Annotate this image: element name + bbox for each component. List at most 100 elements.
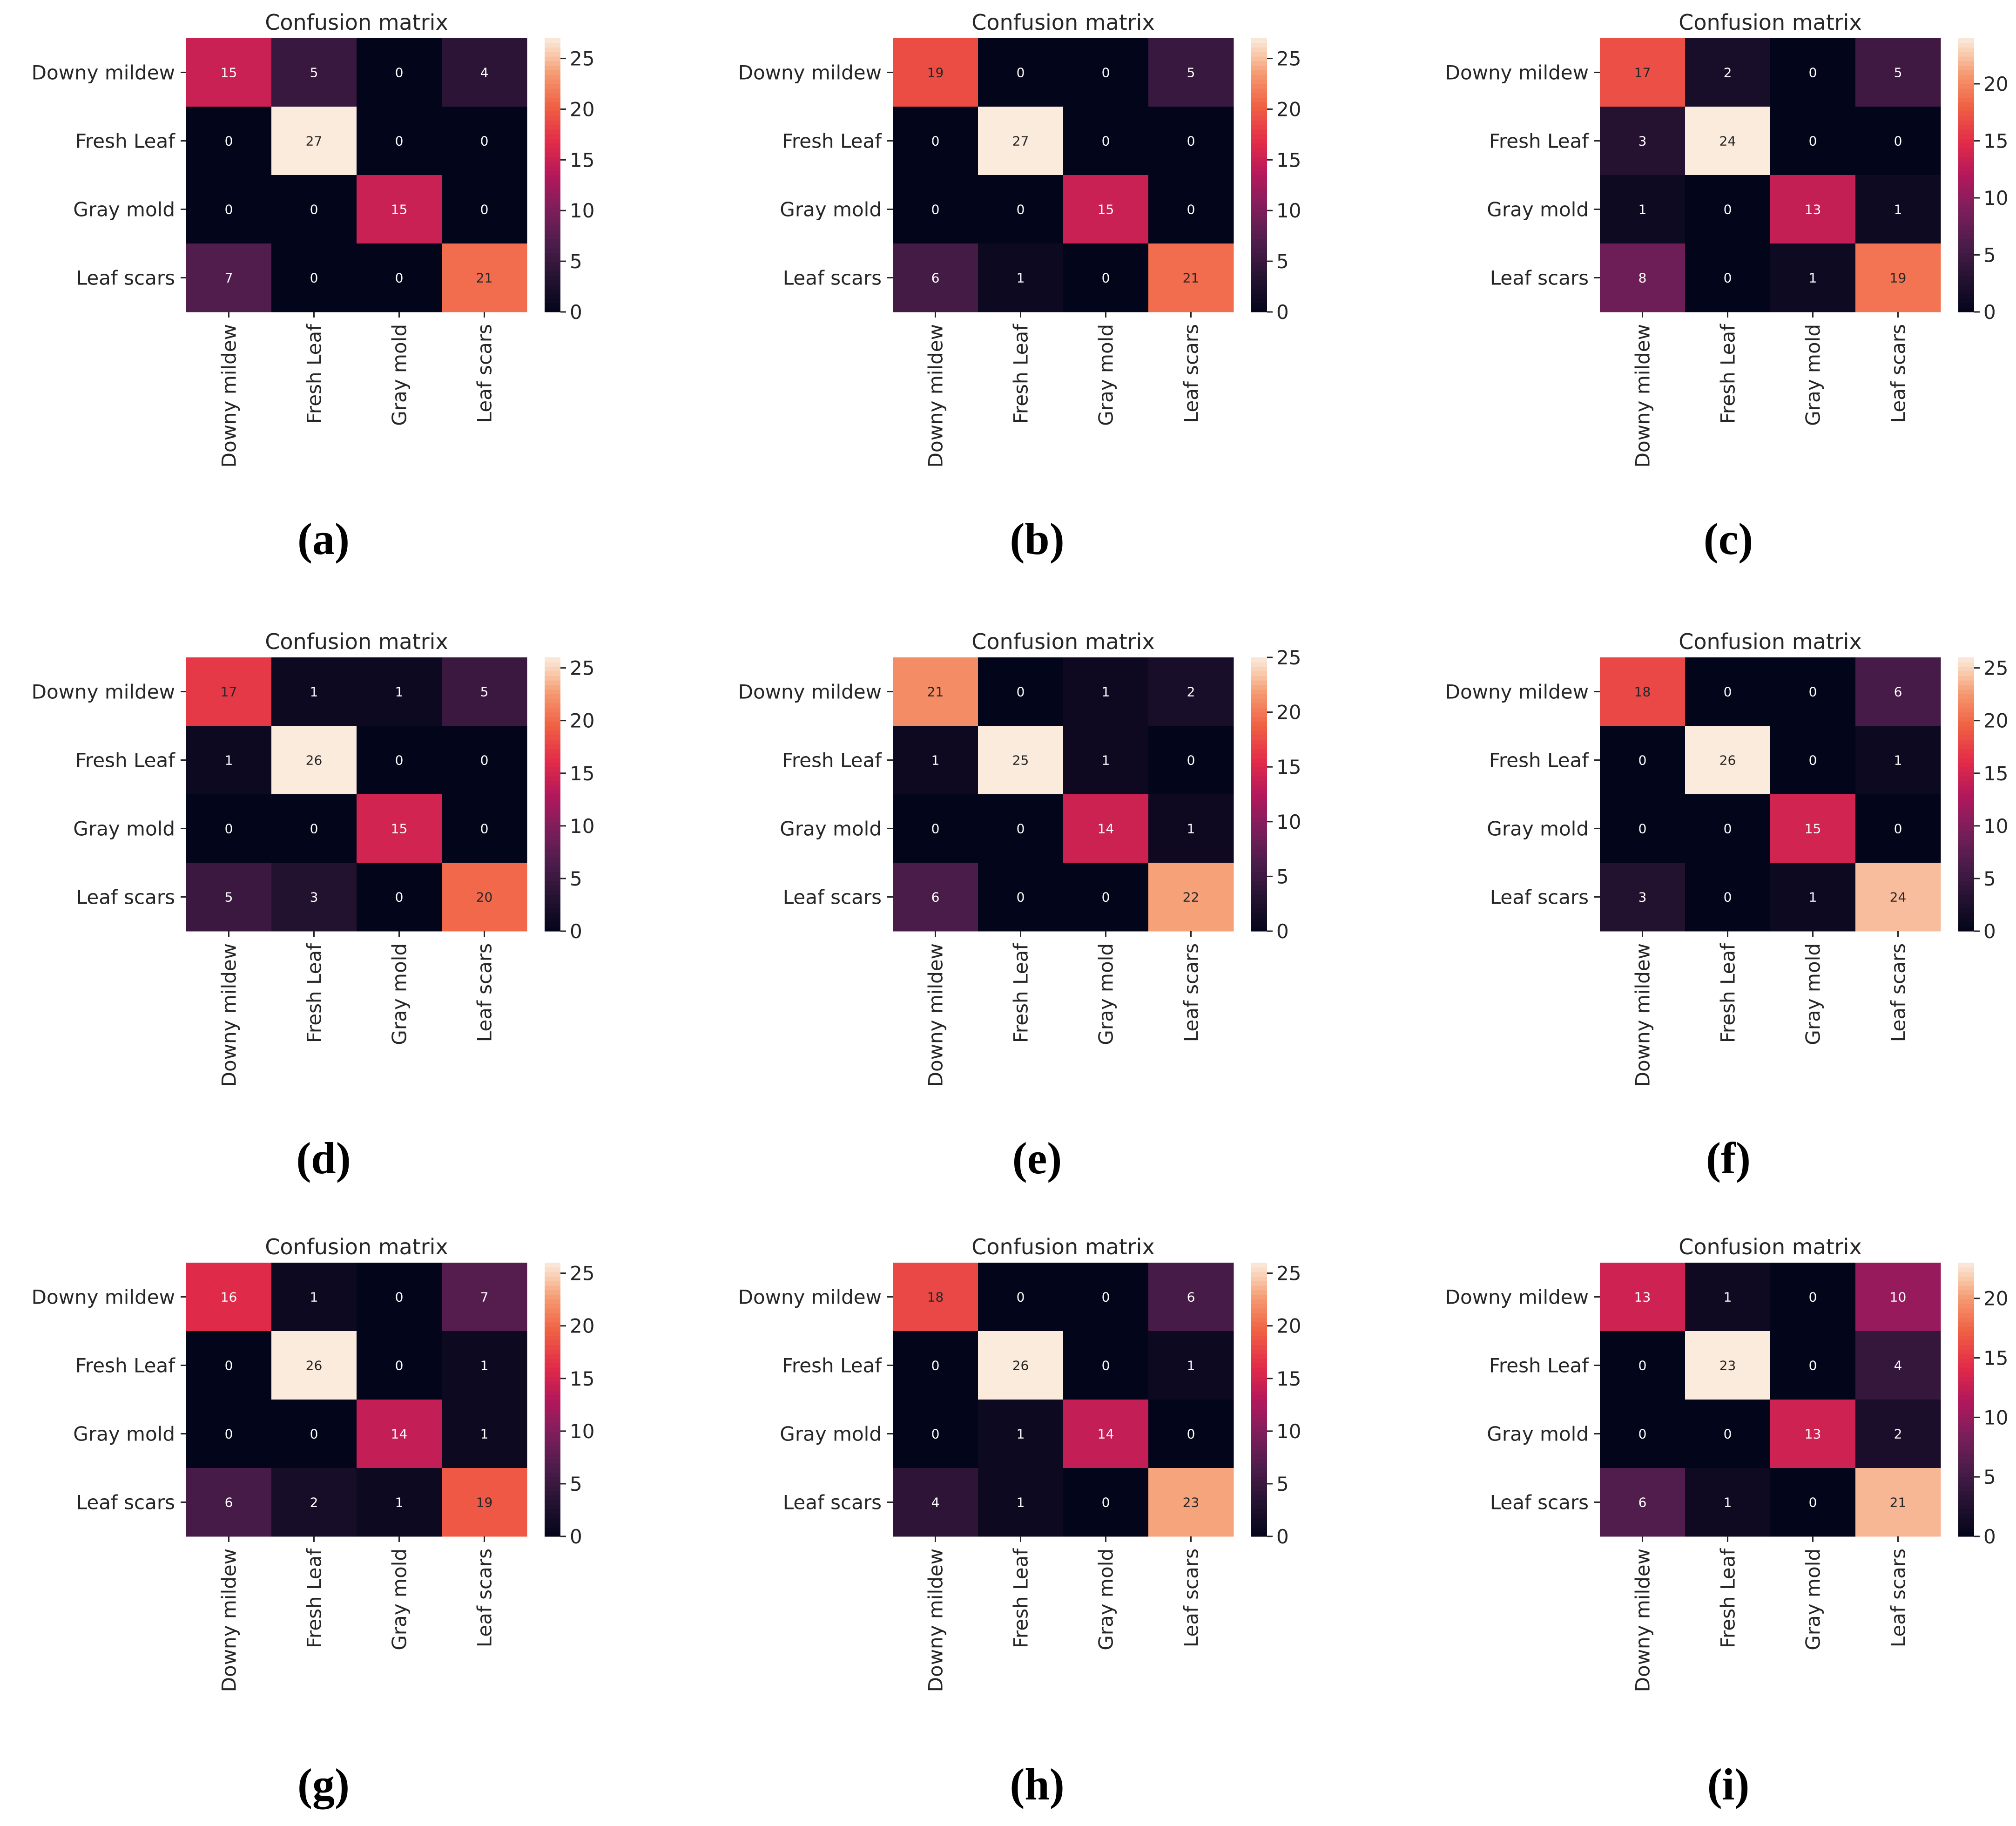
colorbar-segment — [1958, 1326, 1974, 1332]
colorbar-segment — [1958, 894, 1974, 899]
cell-value-label: 18 — [927, 1290, 944, 1305]
colorbar-segment — [1958, 730, 1974, 736]
colorbar-segment — [1251, 1481, 1267, 1487]
colorbar-segment — [1958, 1322, 1974, 1327]
colorbar-segment — [545, 143, 560, 148]
colorbar-segment — [1958, 198, 1974, 203]
colorbar-segment — [1251, 886, 1267, 891]
colorbar-segment — [1251, 1472, 1267, 1478]
y-tick-label: Leaf scars — [1490, 886, 1589, 909]
colorbar-tick-label: 15 — [1276, 756, 1301, 778]
cell-value-label: 0 — [480, 753, 489, 768]
colorbar-segment — [545, 689, 560, 694]
x-tick-label: Gray mold — [1802, 1549, 1825, 1650]
heatmap-cell — [442, 726, 527, 795]
heatmap-cell — [1770, 175, 1856, 244]
colorbar-segment — [1958, 61, 1974, 66]
cell-value-label: 0 — [1187, 753, 1195, 768]
colorbar-segment — [1958, 1400, 1974, 1405]
colorbar-tick-label: 20 — [570, 98, 594, 121]
cell-value-label: 0 — [1638, 753, 1647, 768]
colorbar-segment — [545, 1459, 560, 1464]
colorbar-segment — [545, 42, 560, 48]
colorbar-segment — [1251, 120, 1267, 125]
cell-value-label: 2 — [1724, 65, 1732, 81]
colorbar-segment — [1958, 303, 1974, 308]
x-tick-label: Fresh Leaf — [303, 943, 326, 1043]
cell-value-label: 0 — [1102, 890, 1110, 905]
colorbar-segment — [1251, 1486, 1267, 1491]
heatmap-cell — [1600, 175, 1686, 244]
colorbar-segment — [1958, 289, 1974, 294]
colorbar-segment — [1958, 899, 1974, 904]
heatmap-cell — [1685, 243, 1771, 312]
colorbar-segment — [545, 198, 560, 203]
heatmap-cell — [1148, 1468, 1234, 1537]
colorbar-segment — [1958, 1418, 1974, 1423]
colorbar-segment — [1958, 762, 1974, 767]
colorbar-segment — [1958, 38, 1974, 43]
heatmap-cell — [1855, 175, 1941, 244]
heatmap-cell — [1770, 1331, 1856, 1400]
heatmap-cell — [978, 243, 1064, 312]
colorbar-segment — [1958, 821, 1974, 827]
colorbar-segment — [1958, 657, 1974, 663]
colorbar-segment — [1958, 771, 1974, 777]
colorbar-segment — [1251, 676, 1267, 681]
colorbar-segment — [545, 821, 560, 827]
colorbar-segment — [545, 221, 560, 226]
heatmap-cell — [1685, 1400, 1771, 1468]
cell-value-label: 4 — [1894, 1358, 1902, 1373]
colorbar-segment — [545, 899, 560, 904]
cell-value-label: 6 — [1638, 1495, 1647, 1510]
colorbar-segment — [1251, 662, 1267, 667]
x-tick-label: Leaf scars — [473, 943, 496, 1042]
colorbar-tick-label: 20 — [1276, 98, 1301, 121]
colorbar-segment — [1958, 1340, 1974, 1345]
x-tick-label: Downy mildew — [1632, 943, 1654, 1087]
colorbar-segment — [545, 1441, 560, 1446]
heatmap-cell — [978, 863, 1064, 932]
colorbar-tick-label: 15 — [1983, 130, 2008, 153]
colorbar-segment — [545, 712, 560, 717]
colorbar-segment — [1251, 284, 1267, 290]
colorbar-segment — [1958, 1408, 1974, 1413]
colorbar-tick-label: 0 — [1276, 920, 1289, 943]
heatmap-cell — [357, 38, 442, 107]
colorbar-segment — [1958, 831, 1974, 836]
y-tick-label: Fresh Leaf — [75, 1354, 175, 1377]
panel-label: (c) — [1704, 514, 1753, 564]
colorbar-segment — [1251, 293, 1267, 299]
colorbar-segment — [1958, 262, 1974, 267]
heatmap-cell — [271, 726, 357, 795]
cell-value-label: 0 — [1724, 202, 1732, 217]
colorbar-segment — [545, 156, 560, 162]
cell-value-label: 1 — [1809, 890, 1817, 905]
colorbar-segment — [1251, 234, 1267, 239]
colorbar-tick-label: 5 — [1276, 250, 1289, 273]
x-tick-label: Leaf scars — [1887, 324, 1910, 423]
y-tick-label: Fresh Leaf — [1489, 130, 1589, 153]
colorbar-segment — [545, 1331, 560, 1336]
x-tick-label: Gray mold — [388, 943, 411, 1045]
colorbar-segment — [1251, 753, 1267, 758]
cell-value-label: 0 — [395, 890, 404, 905]
colorbar-segment — [545, 803, 560, 808]
colorbar-segment — [1958, 698, 1974, 703]
colorbar-segment — [1958, 189, 1974, 194]
colorbar-segment — [545, 1509, 560, 1514]
heatmap-cell — [186, 726, 272, 795]
heatmap-cell — [893, 107, 978, 176]
colorbar-segment — [545, 1372, 560, 1377]
colorbar-segment — [545, 886, 560, 891]
colorbar-segment — [1958, 1335, 1974, 1341]
colorbar-segment — [545, 202, 560, 208]
colorbar-segment — [545, 835, 560, 840]
colorbar-segment — [545, 1386, 560, 1391]
colorbar-segment — [1958, 115, 1974, 121]
heatmap-cell — [978, 1400, 1064, 1468]
heatmap-cell — [271, 243, 357, 312]
panel-label: (e) — [1012, 1133, 1062, 1183]
colorbar-segment — [545, 1522, 560, 1528]
